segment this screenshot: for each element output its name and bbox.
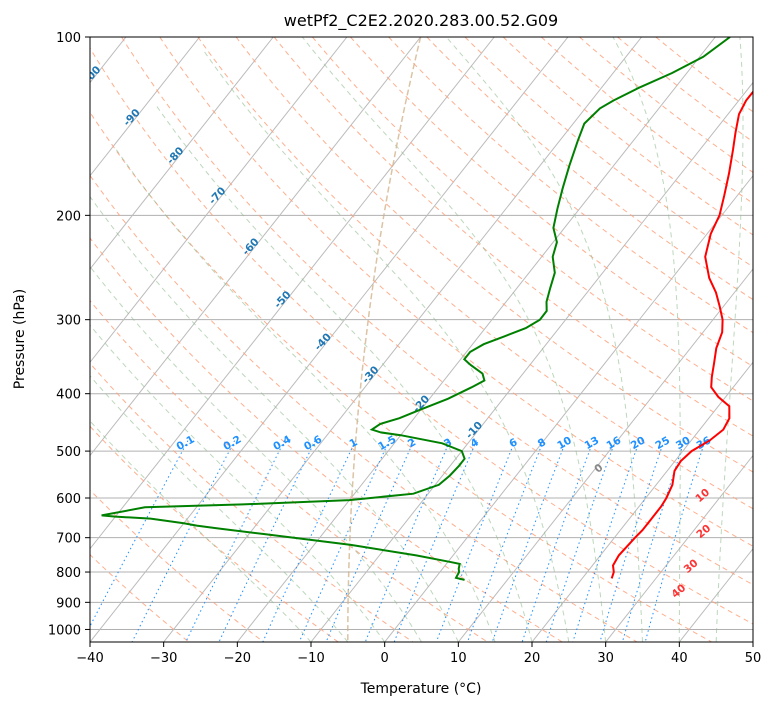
- mixing-ratio-line: [262, 440, 357, 642]
- moist-adiabat-line: [301, 37, 607, 642]
- y-axis-title: Pressure (hPa): [12, 289, 28, 389]
- y-tick-label: 900: [56, 596, 81, 611]
- isotherm-line: [605, 454, 753, 642]
- x-tick-label: −20: [224, 651, 251, 666]
- moist-adiabat-line: [155, 104, 533, 642]
- x-tick-label: 30: [597, 651, 614, 666]
- moist-adiabat-line: [90, 324, 386, 642]
- mixing-ratio-line: [599, 440, 665, 642]
- y-tick-label: 400: [56, 388, 81, 403]
- mixing-ratio-line: [621, 440, 685, 642]
- plot-area: -100-90-80-70-60-50-40-30-20-100.1 0.2 0.4…: [90, 37, 753, 642]
- mixing-ratio-line: [364, 440, 451, 642]
- y-tick-label: 600: [56, 492, 81, 507]
- moist-adiabat-line: [90, 420, 312, 642]
- moist-adiabats: [90, 37, 744, 642]
- dry-adiabat-line: [540, 37, 753, 204]
- isotherm-line: [90, 37, 201, 177]
- dry-adiabat-line: [350, 37, 753, 368]
- x-tick-label: 20: [524, 651, 541, 666]
- moist-adiabat-line: [115, 149, 496, 642]
- isotherm-line: [457, 268, 753, 642]
- dry-adiabat-line: [312, 37, 753, 402]
- x-tick-label: 40: [671, 651, 688, 666]
- isotherm-line: [90, 37, 348, 364]
- isotherm-line: [531, 361, 753, 642]
- dry-adiabat-line: [426, 37, 753, 301]
- y-tick-label: 700: [56, 532, 81, 547]
- mixing-ratio-line: [298, 440, 390, 642]
- isotherm-line: [90, 37, 569, 642]
- isotherm-line: [163, 37, 643, 642]
- dry-adiabat-line: [90, 237, 563, 642]
- moist-adiabat-line: [612, 37, 681, 642]
- pressure-gridlines: [90, 37, 753, 630]
- dry-adiabat-line: [90, 362, 414, 642]
- dry-adiabat-line: [90, 425, 339, 642]
- skewed-isotherms: [90, 37, 753, 642]
- mixing-ratio-line: [131, 440, 236, 642]
- plot-frame: [89, 36, 754, 643]
- mixing-ratio-line: [90, 440, 189, 628]
- dry-adiabat-line: [617, 37, 753, 143]
- zero-isotherm-curve: [347, 37, 422, 642]
- moist-adiabat-line: [445, 37, 643, 642]
- chart-title: wetPf2_C2E2.2020.283.00.52.G09: [284, 11, 558, 31]
- dewpoint-line: [101, 37, 731, 581]
- zero-isotherm-arc: [347, 37, 422, 642]
- x-tick-label: −40: [76, 651, 103, 666]
- mixing-ratio-line: [325, 440, 415, 642]
- isotherm-line: [310, 81, 753, 642]
- isotherm-line: [90, 37, 274, 270]
- mixing-ratio-line: [218, 440, 316, 642]
- y-tick-label: 1000: [48, 623, 81, 638]
- moist-adiabat-line: [715, 37, 744, 642]
- mixing-ratio-line: [393, 440, 477, 642]
- x-axis-title: Temperature (°C): [360, 681, 482, 697]
- y-tick-label: 100: [56, 31, 81, 46]
- isotherm-line: [90, 37, 495, 550]
- x-tick-label: −10: [297, 651, 324, 666]
- dry-adiabat-line: [502, 37, 753, 236]
- mixing-ratio-line: [572, 440, 640, 642]
- mixing-ratio-lines: [90, 440, 706, 642]
- dry-adiabat-line: [90, 174, 638, 642]
- dry-adiabat-line: [90, 299, 488, 642]
- y-tick-label: 200: [56, 209, 81, 224]
- x-axis-ticks: −40 −30 −20 −10 0 10 20 30 40 50: [76, 642, 761, 666]
- y-tick-label: 800: [56, 566, 81, 581]
- isotherm-line: [384, 174, 753, 642]
- x-tick-label: 50: [745, 651, 762, 666]
- dry-adiabat-line: [90, 111, 712, 642]
- y-tick-label: 500: [56, 445, 81, 460]
- x-tick-label: 0: [381, 651, 389, 666]
- y-tick-label: 300: [56, 314, 81, 329]
- moist-adiabat-line: [202, 49, 570, 642]
- temperature-line: [610, 90, 753, 579]
- mixing-ratio-line: [435, 440, 516, 642]
- x-tick-label: −30: [150, 651, 177, 666]
- dry-adiabat-line: [121, 37, 753, 586]
- y-axis-ticks: 100 200 300 400 500 600 700 800 900 1000: [48, 31, 90, 638]
- dry-adiabat-line: [90, 47, 753, 625]
- dry-adiabat-line: [159, 37, 753, 547]
- x-tick-label: 10: [450, 651, 467, 666]
- mixing-ratio-line: [467, 440, 544, 642]
- isotherm-line: [90, 37, 422, 457]
- moist-adiabat-line: [90, 375, 349, 642]
- moist-adiabat-line: [90, 195, 459, 642]
